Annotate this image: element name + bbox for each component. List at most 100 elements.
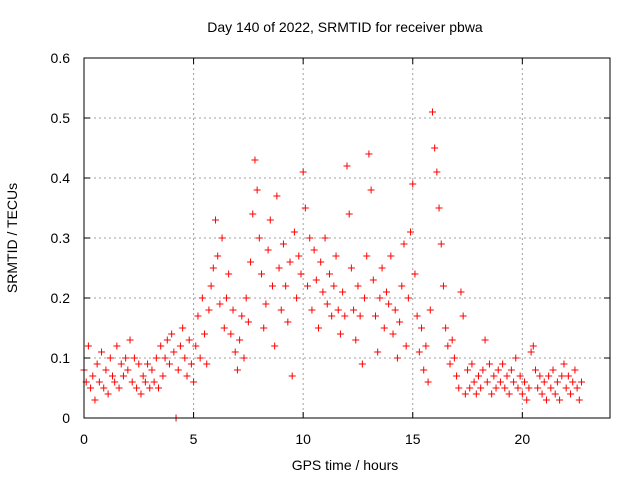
data-point [161,354,169,362]
data-point [198,294,206,302]
data-point [534,384,542,392]
x-tick-label: 15 [405,431,421,447]
data-point [488,390,496,398]
data-point [124,366,132,374]
data-point [168,330,176,338]
data-point [450,354,458,362]
y-tick-label: 0.4 [51,170,71,186]
data-point [400,240,408,248]
data-point [578,378,586,386]
data-point [299,168,307,176]
data-point [301,204,309,212]
data-point [264,246,272,254]
data-point [339,288,347,296]
data-point [253,186,261,194]
data-point [190,378,198,386]
data-point [275,264,283,272]
data-point [391,306,399,314]
data-point [422,342,430,350]
data-point [176,342,184,350]
data-point [365,150,373,158]
data-point [240,354,248,362]
data-point [547,384,555,392]
data-point [492,384,500,392]
data-point [531,366,539,374]
data-point [271,342,279,350]
data-point [201,330,209,338]
data-point [126,336,134,344]
data-point [433,168,441,176]
data-point [148,366,156,374]
data-point [485,360,493,368]
data-point [510,378,518,386]
data-point [262,300,270,308]
data-point [212,216,219,224]
data-point [306,234,314,242]
data-point [332,252,340,260]
data-point [295,252,303,260]
data-point [382,288,390,296]
data-point [444,342,452,350]
data-point [424,378,432,386]
data-point [553,378,561,386]
data-point [521,378,529,386]
data-point [468,360,476,368]
data-point [514,384,522,392]
data-point [356,312,364,320]
data-point [354,282,362,290]
data-point [155,384,163,392]
data-point [323,300,331,308]
data-point [437,240,445,248]
data-point [229,306,237,314]
data-point [571,366,579,374]
data-point [192,342,200,350]
data-point [117,360,125,368]
data-point [231,348,239,356]
data-point [350,306,358,314]
data-point [196,354,204,362]
data-point [523,396,531,404]
data-point [233,366,241,374]
data-point [573,384,581,392]
data-point [203,360,211,368]
data-point [341,312,349,320]
data-point [310,246,318,254]
data-point [205,306,213,314]
data-point [290,228,298,236]
data-point [378,264,386,272]
data-point [431,144,439,152]
data-point [106,354,114,362]
data-point [494,366,502,374]
data-point [475,372,482,380]
data-point [214,252,222,260]
data-point [404,294,412,302]
data-point [236,336,244,344]
data-point [496,378,504,386]
data-point [389,330,397,338]
data-point [279,240,287,248]
data-point [170,348,178,356]
data-point [98,348,106,356]
y-tick-label: 0.1 [51,350,71,366]
data-point [185,336,193,344]
data-point [575,396,583,404]
data-point [542,396,550,404]
data-point [367,186,375,194]
y-tick-label: 0 [62,410,70,426]
data-point [122,354,130,362]
data-point [538,390,546,398]
data-point [564,372,572,380]
data-point [536,372,544,380]
data-point [345,210,353,218]
data-point [418,324,426,332]
x-tick-label: 20 [515,431,531,447]
tick-labels: 0 0.1 0.2 0.3 0.4 0.5 0.6 0 5 10 15 20 [51,50,531,447]
data-point [325,270,333,278]
data-point [398,282,406,290]
data-point [363,252,371,260]
data-point [472,390,480,398]
data-point [284,318,292,326]
data-point [141,378,149,386]
